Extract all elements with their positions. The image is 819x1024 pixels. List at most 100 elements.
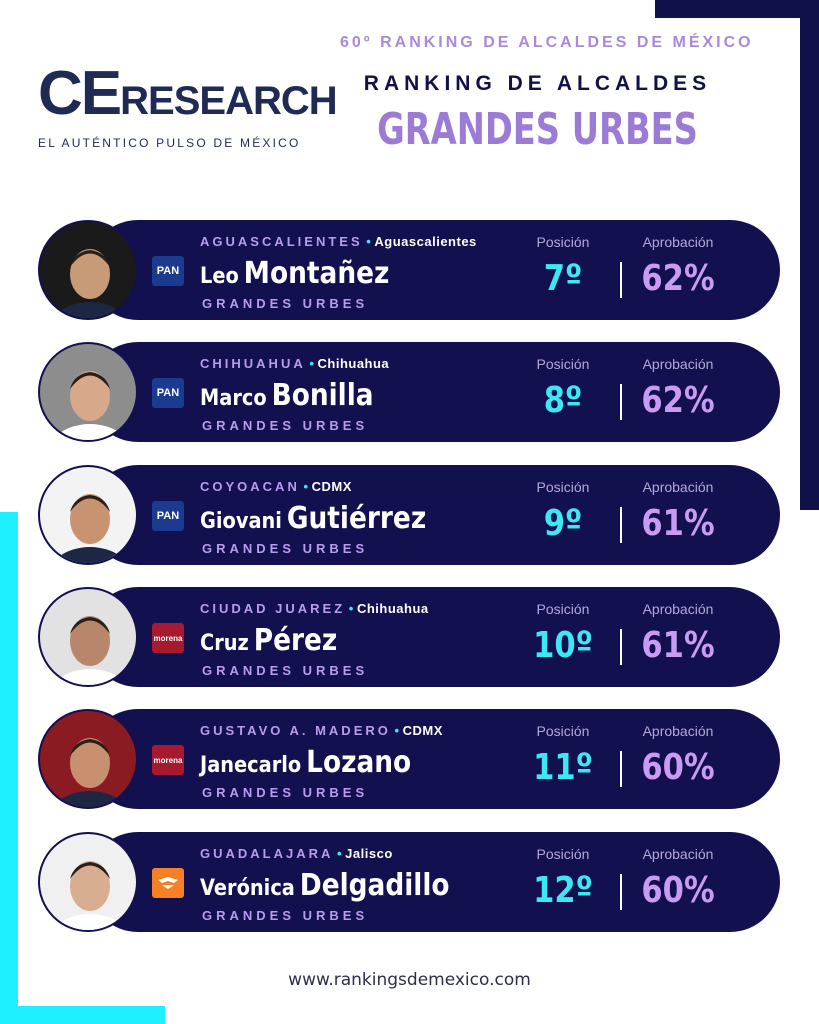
portrait — [52, 861, 128, 930]
first-name: Janecarlo — [200, 753, 302, 778]
first-name: Leo — [200, 264, 239, 289]
frame-bar — [0, 512, 18, 1024]
city: COYOACAN — [200, 479, 300, 494]
city: CIUDAD JUAREZ — [200, 601, 346, 616]
first-name: Marco — [200, 386, 267, 411]
subtitle: GRANDES URBES — [377, 104, 698, 155]
city: AGUASCALIENTES — [200, 234, 363, 249]
mayor-name: Cruz Pérez — [200, 623, 337, 658]
frame-bar — [0, 1006, 165, 1024]
position-label: Posición — [536, 601, 590, 617]
party-logo: PAN — [152, 378, 184, 408]
location: GUSTAVO A. MADERO • CDMX — [200, 723, 443, 738]
party-logo: morena — [152, 745, 184, 775]
approval-label: Aprobación — [642, 601, 714, 617]
ranking-row: PAN CHIHUAHUA • Chihuahua Marco Bonilla GRA… — [38, 342, 780, 442]
last-name: Delgadillo — [299, 868, 450, 903]
first-name: Verónica — [200, 876, 295, 901]
logo-text: RESEARCH — [120, 79, 337, 123]
separator-dot: • — [305, 356, 318, 371]
location: CHIHUAHUA • Chihuahua — [200, 356, 389, 371]
location: CIUDAD JUAREZ • Chihuahua — [200, 601, 429, 616]
separator-dot: • — [362, 234, 375, 249]
divider — [620, 751, 622, 787]
portrait — [52, 738, 128, 807]
mayor-name: Marco Bonilla — [200, 378, 374, 413]
portrait — [52, 494, 128, 563]
ranking-row: PAN AGUASCALIENTES • Aguascalientes Leo Mo… — [38, 220, 780, 320]
ranking-row: GUADALAJARA • Jalisco Verónica Delgadillo… — [38, 832, 780, 932]
last-name: Bonilla — [271, 378, 374, 413]
category: GRANDES URBES — [202, 908, 369, 923]
city: CHIHUAHUA — [200, 356, 306, 371]
position-label: Posición — [536, 479, 590, 495]
row-background — [88, 465, 780, 565]
photo — [38, 587, 138, 687]
edition: 60º RANKING DE ALCALDES DE MÉXICO — [340, 34, 754, 51]
row-background — [88, 832, 780, 932]
category: GRANDES URBES — [202, 785, 369, 800]
approval-value: 62% — [641, 258, 715, 299]
mayor-name: Leo Montañez — [200, 256, 389, 291]
approval-value: 62% — [641, 380, 715, 421]
footer-url: www.rankingsdemexico.com — [288, 970, 531, 990]
last-name: Montañez — [243, 256, 390, 291]
approval-value: 61% — [641, 503, 715, 544]
approval-value: 60% — [641, 747, 715, 788]
logo: CERESEARCH — [38, 58, 338, 129]
approval-label: Aprobación — [642, 356, 714, 372]
city: GUADALAJARA — [200, 846, 334, 861]
first-name: Giovani — [200, 509, 282, 534]
row-background — [88, 587, 780, 687]
divider — [620, 629, 622, 665]
last-name: Gutiérrez — [286, 501, 427, 536]
ranking-row: morena CIUDAD JUAREZ • Chihuahua Cruz Pére… — [38, 587, 780, 687]
first-name: Cruz — [200, 631, 249, 656]
party-logo: PAN — [152, 256, 184, 286]
separator-dot: • — [390, 723, 403, 738]
approval-label: Aprobación — [642, 723, 714, 739]
photo — [38, 342, 138, 442]
ranking-row: PAN COYOACAN • CDMX Giovani Gutiérrez GRAND… — [38, 465, 780, 565]
position-value: 10º — [533, 625, 593, 666]
party-logo — [152, 868, 184, 898]
mayor-name: Janecarlo Lozano — [200, 745, 411, 780]
frame-bar — [655, 0, 819, 18]
ranking-row: morena GUSTAVO A. MADERO • CDMX Janecarlo … — [38, 709, 780, 809]
divider — [620, 507, 622, 543]
row-background — [88, 709, 780, 809]
location: COYOACAN • CDMX — [200, 479, 352, 494]
mayor-name: Giovani Gutiérrez — [200, 501, 426, 536]
category: GRANDES URBES — [202, 541, 369, 556]
position-label: Posición — [536, 846, 590, 862]
photo — [38, 465, 138, 565]
party-logo: morena — [152, 623, 184, 653]
approval-value: 61% — [641, 625, 715, 666]
photo — [38, 220, 138, 320]
photo — [38, 709, 138, 809]
party-logo: PAN — [152, 501, 184, 531]
portrait — [52, 616, 128, 685]
logo-text: CE — [38, 59, 122, 128]
location: GUADALAJARA • Jalisco — [200, 846, 393, 861]
divider — [620, 874, 622, 910]
state: CDMX — [311, 479, 352, 494]
party-icon — [158, 877, 178, 889]
portrait — [52, 371, 128, 440]
position-label: Posición — [536, 723, 590, 739]
position-label: Posición — [536, 234, 590, 250]
photo — [38, 832, 138, 932]
position-value: 8º — [543, 380, 583, 421]
category: GRANDES URBES — [202, 663, 369, 678]
position-value: 12º — [533, 870, 593, 911]
approval-label: Aprobación — [642, 234, 714, 250]
divider — [620, 384, 622, 420]
city: GUSTAVO A. MADERO — [200, 723, 391, 738]
row-background — [88, 342, 780, 442]
state: Aguascalientes — [374, 234, 477, 249]
position-label: Posición — [536, 356, 590, 372]
state: Jalisco — [345, 846, 393, 861]
category: GRANDES URBES — [202, 296, 369, 311]
approval-label: Aprobación — [642, 479, 714, 495]
position-value: 11º — [533, 747, 593, 788]
